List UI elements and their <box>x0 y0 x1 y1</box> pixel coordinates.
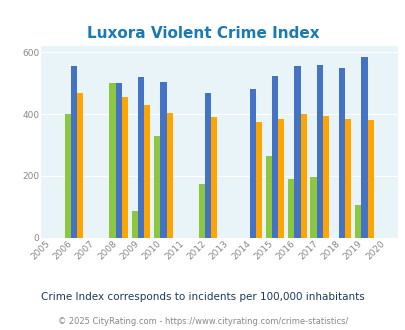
Bar <box>71 66 77 238</box>
Bar <box>211 117 217 238</box>
Bar <box>205 92 211 238</box>
Text: Luxora Violent Crime Index: Luxora Violent Crime Index <box>87 25 318 41</box>
Text: Crime Index corresponds to incidents per 100,000 inhabitants: Crime Index corresponds to incidents per… <box>41 292 364 302</box>
Text: © 2025 CityRating.com - https://www.cityrating.com/crime-statistics/: © 2025 CityRating.com - https://www.city… <box>58 317 347 326</box>
Bar <box>255 122 262 238</box>
Bar <box>138 77 144 238</box>
Bar <box>131 211 138 238</box>
Bar <box>109 83 115 238</box>
Bar <box>271 76 277 238</box>
Bar <box>144 105 150 238</box>
Bar <box>294 66 300 238</box>
Bar <box>249 89 255 238</box>
Bar <box>122 97 128 238</box>
Bar <box>115 83 122 238</box>
Bar <box>153 136 160 238</box>
Bar <box>367 120 373 238</box>
Bar <box>64 114 71 238</box>
Bar <box>287 179 294 238</box>
Bar <box>354 205 360 238</box>
Bar <box>198 183 205 238</box>
Bar <box>316 65 322 238</box>
Bar <box>77 92 83 238</box>
Bar <box>322 115 328 238</box>
Bar <box>300 114 306 238</box>
Bar <box>265 156 271 238</box>
Bar <box>338 68 344 238</box>
Bar <box>344 119 351 238</box>
Bar <box>160 82 166 238</box>
Bar <box>309 178 316 238</box>
Bar <box>166 113 173 238</box>
Bar <box>360 57 367 238</box>
Bar <box>277 119 284 238</box>
